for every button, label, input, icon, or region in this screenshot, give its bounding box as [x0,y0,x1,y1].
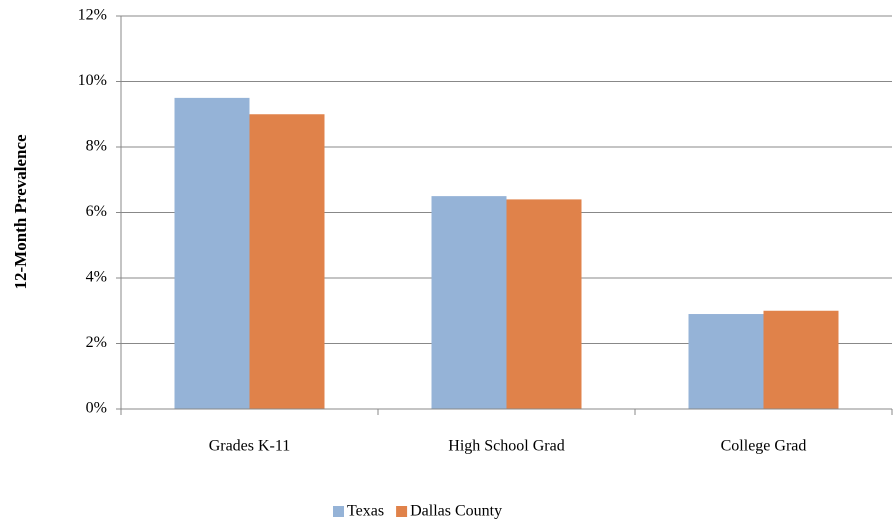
y-axis-title: 12-Month Prevalence [11,134,30,289]
bar [431,196,507,409]
legend-swatch [333,506,344,517]
legend-swatch [396,506,408,517]
y-tick-label: 10% [78,72,107,89]
y-tick-label: 0% [86,400,107,417]
legend-label: Texas [347,503,384,520]
x-tick-label: College Grad [721,438,807,455]
y-tick-label: 2% [86,334,107,351]
bar [174,97,250,409]
y-tick-label: 8% [86,138,107,155]
bar [688,314,764,409]
legend-label: Dallas County [410,503,502,520]
x-tick-label: High School Grad [448,438,564,455]
bar [249,114,325,409]
x-tick-label: Grades K-11 [209,438,291,455]
bar [506,199,582,409]
bar [763,310,839,409]
y-tick-label: 12% [78,7,107,24]
y-tick-label: 6% [86,203,107,220]
y-tick-label: 4% [86,269,107,286]
